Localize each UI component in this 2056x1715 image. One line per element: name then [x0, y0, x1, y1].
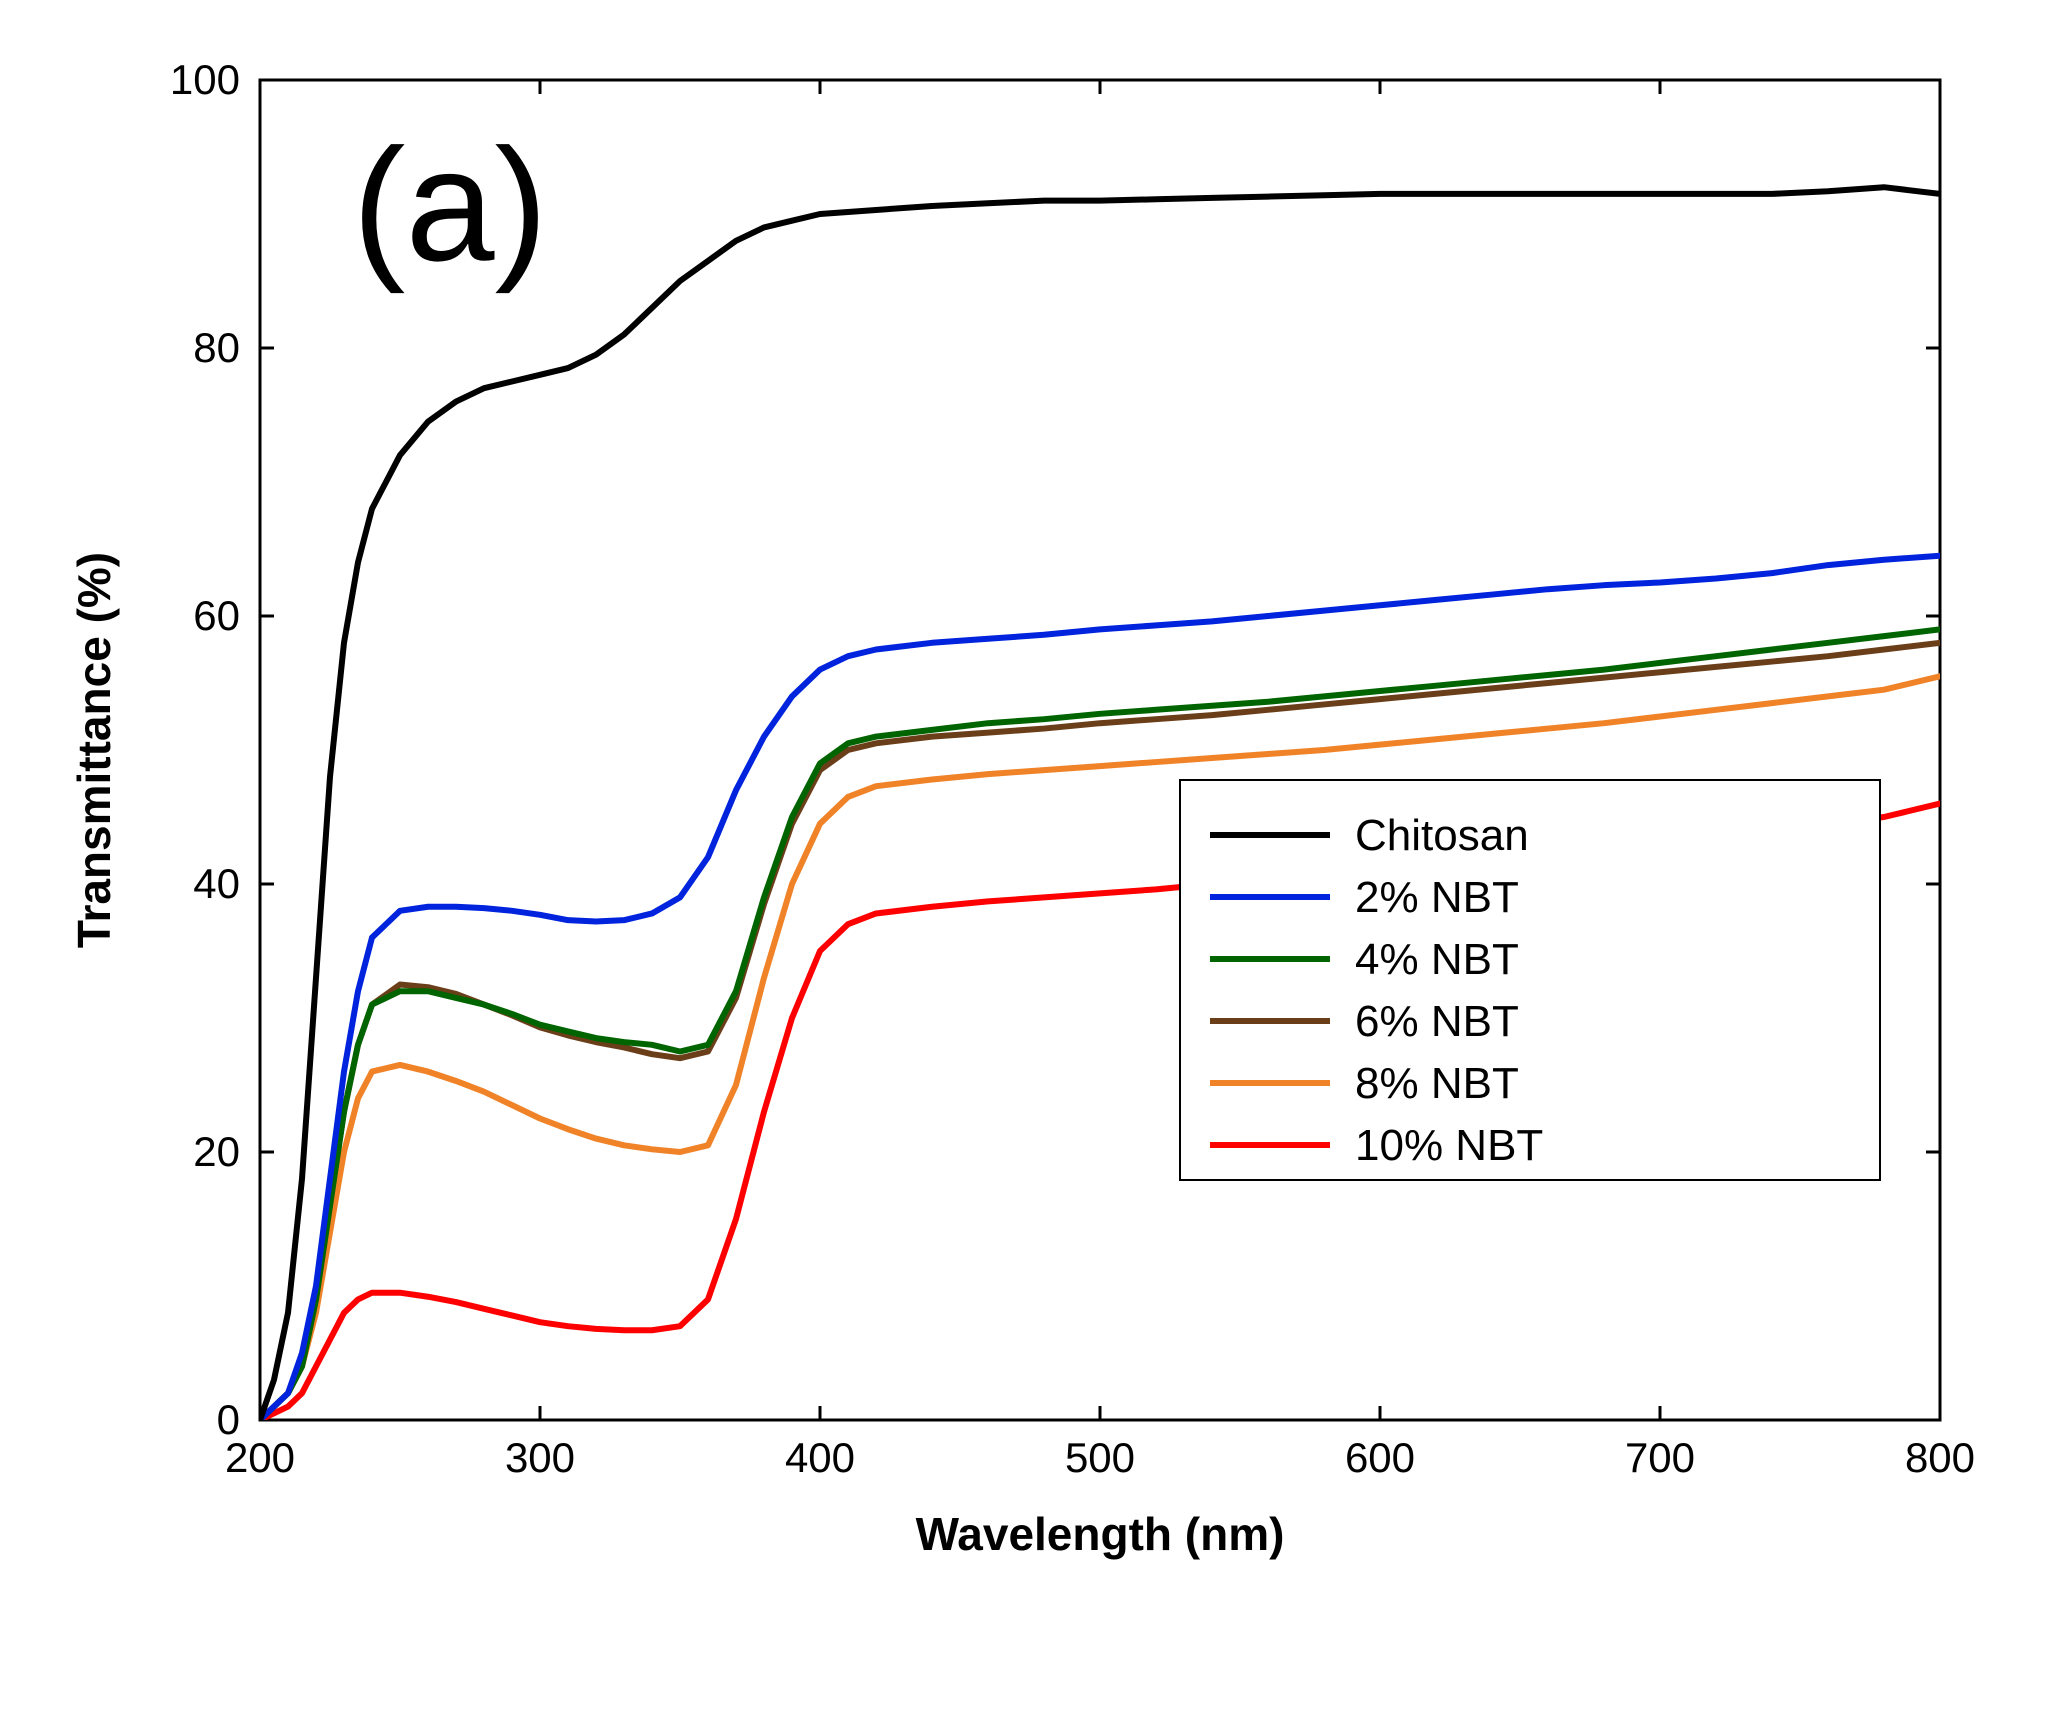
legend-box: [1180, 780, 1880, 1180]
panel-label: (a): [352, 115, 548, 294]
y-axis-label: Transmittance (%): [68, 552, 120, 948]
ytick-label: 100: [170, 56, 240, 103]
xtick-label: 800: [1905, 1434, 1975, 1481]
xtick-label: 300: [505, 1434, 575, 1481]
ytick-label: 20: [193, 1128, 240, 1175]
xtick-label: 700: [1625, 1434, 1695, 1481]
legend-label: 10% NBT: [1355, 1121, 1543, 1170]
ytick-label: 60: [193, 592, 240, 639]
xtick-label: 400: [785, 1434, 855, 1481]
legend-label: 8% NBT: [1355, 1059, 1519, 1108]
xtick-label: 600: [1345, 1434, 1415, 1481]
ytick-label: 80: [193, 324, 240, 371]
legend-label: Chitosan: [1355, 811, 1529, 860]
legend-label: 6% NBT: [1355, 997, 1519, 1046]
xtick-label: 500: [1065, 1434, 1135, 1481]
chart-svg: 200300400500600700800020406080100Wavelen…: [0, 0, 2056, 1715]
legend-label: 4% NBT: [1355, 935, 1519, 984]
legend-label: 2% NBT: [1355, 873, 1519, 922]
x-axis-label: Wavelength (nm): [916, 1508, 1285, 1560]
ytick-label: 0: [217, 1396, 240, 1443]
ytick-label: 40: [193, 860, 240, 907]
transmittance-chart: 200300400500600700800020406080100Wavelen…: [0, 0, 2056, 1715]
